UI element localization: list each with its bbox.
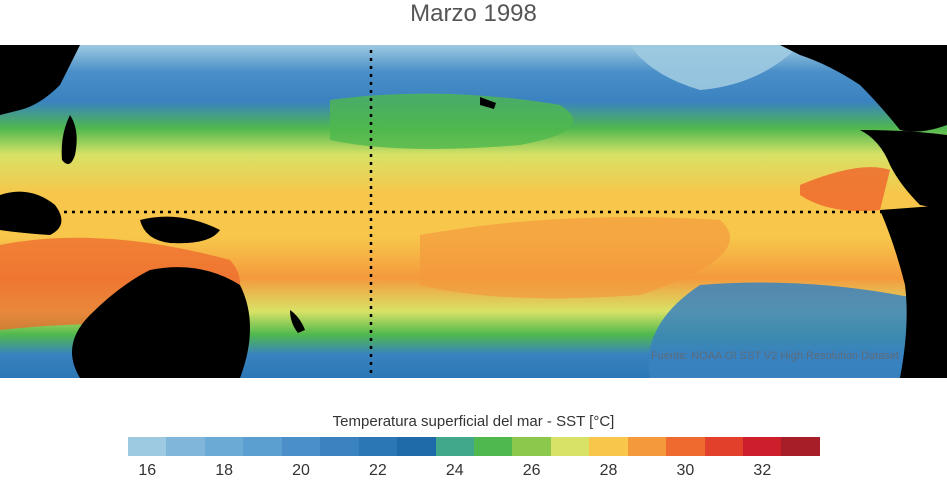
colorbar-swatch — [512, 437, 551, 456]
colorbar-tick-label: 22 — [368, 462, 387, 479]
colorbar-swatch — [666, 437, 705, 456]
colorbar-swatch — [358, 437, 398, 456]
colorbar-tick-label: 24 — [445, 462, 464, 479]
colorbar-tick-label: 18 — [215, 462, 233, 479]
colorbar-swatch — [166, 437, 205, 456]
colorbar-swatch — [320, 437, 359, 456]
colorbar-tick-label: 16 — [138, 462, 157, 479]
land-north-america — [780, 45, 947, 132]
colorbar-tick-label: 20 — [292, 462, 310, 479]
land-new-zealand — [290, 310, 305, 333]
colorbar-swatch — [128, 437, 167, 456]
colorbar-swatch — [243, 437, 282, 456]
land-south-america — [880, 205, 947, 378]
cool-region-south-east — [648, 282, 947, 378]
colorbar-swatch — [743, 437, 782, 456]
colorbar-tick-label: 26 — [522, 462, 541, 479]
sst-map — [0, 45, 947, 378]
colorbar-swatch — [589, 437, 628, 456]
land-central-america — [860, 130, 947, 210]
colorbar-ticks: 16 18 20 22 24 26 28 30 32 — [128, 462, 820, 480]
land-new-guinea — [140, 216, 220, 244]
land-asia — [0, 45, 80, 115]
colorbar-title: Temperatura superficial del mar - SST [°… — [332, 413, 615, 430]
colorbar-swatch — [473, 437, 513, 456]
land-australia — [72, 267, 250, 378]
colorbar-swatch — [627, 437, 667, 456]
cool-tongue-north — [330, 93, 574, 149]
colorbar-tick-label: 32 — [753, 462, 772, 479]
warm-region-central — [420, 217, 730, 299]
colorbar-swatch — [435, 437, 474, 456]
colorbar-swatch — [550, 437, 590, 456]
land-hawaii — [480, 97, 496, 109]
colorbar-swatch — [781, 437, 820, 456]
colorbar-tick-label: 30 — [676, 462, 695, 479]
colorbar-swatch — [397, 437, 436, 456]
map-title: Marzo 1998 — [410, 0, 537, 27]
land-philippines — [61, 115, 77, 164]
colorbar-swatch — [204, 437, 244, 456]
colorbar-swatch — [281, 437, 321, 456]
land — [0, 45, 947, 378]
cool-region-north-east — [630, 45, 800, 90]
colorbar-tick-label: 28 — [599, 462, 618, 479]
colorbar — [128, 437, 820, 456]
land-borneo-sumatra — [0, 191, 62, 235]
colorbar-swatch — [704, 437, 743, 456]
warm-region-east — [800, 167, 890, 211]
data-source-note: Fuente: NOAA OI SST V2 High Resolution D… — [650, 350, 899, 362]
